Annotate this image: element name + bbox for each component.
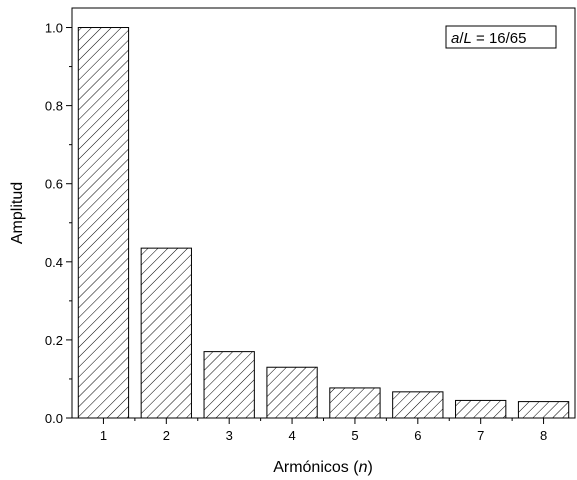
x-tick-label: 1 [100,428,107,443]
bar-7 [455,399,507,419]
x-tick-label: 8 [540,428,547,443]
annotation-frame [445,25,557,49]
y-tick-label: 0.8 [45,99,63,114]
bar-group [77,27,570,419]
bar-8 [517,401,570,419]
x-tick-label: 5 [351,428,358,443]
y-axis-ticks: 0.0 0.2 0.4 0.6 0.8 1.0 [45,21,72,426]
annotation-text: a/L = 16/65 [451,30,527,47]
bar-5 [329,387,381,419]
x-tick-label: 3 [226,428,233,443]
annotation-box: a/L = 16/65 [445,25,557,49]
x-tick-label: 7 [477,428,484,443]
x-axis-label: Armónicos (n) [273,459,373,476]
y-axis-label: Amplitud [9,182,26,244]
x-tick-label: 4 [288,428,295,443]
bar-2 [140,247,192,419]
y-tick-label: 1.0 [45,21,63,36]
bar-6 [392,391,444,419]
y-tick-label: 0.2 [45,333,63,348]
y-tick-label: 0.4 [45,255,63,270]
x-axis-label-text: Armónicos [273,459,349,476]
bar-1 [77,27,130,419]
x-tick-label: 2 [163,428,170,443]
y-tick-label: 0.0 [45,411,63,426]
x-tick-label: 6 [414,428,421,443]
bar-4 [266,366,318,419]
x-axis-ticks: 1 2 3 4 5 6 7 8 [100,418,547,443]
bar-3 [203,351,255,419]
y-tick-label: 0.6 [45,177,63,192]
x-axis-label-variable: n [359,459,368,476]
